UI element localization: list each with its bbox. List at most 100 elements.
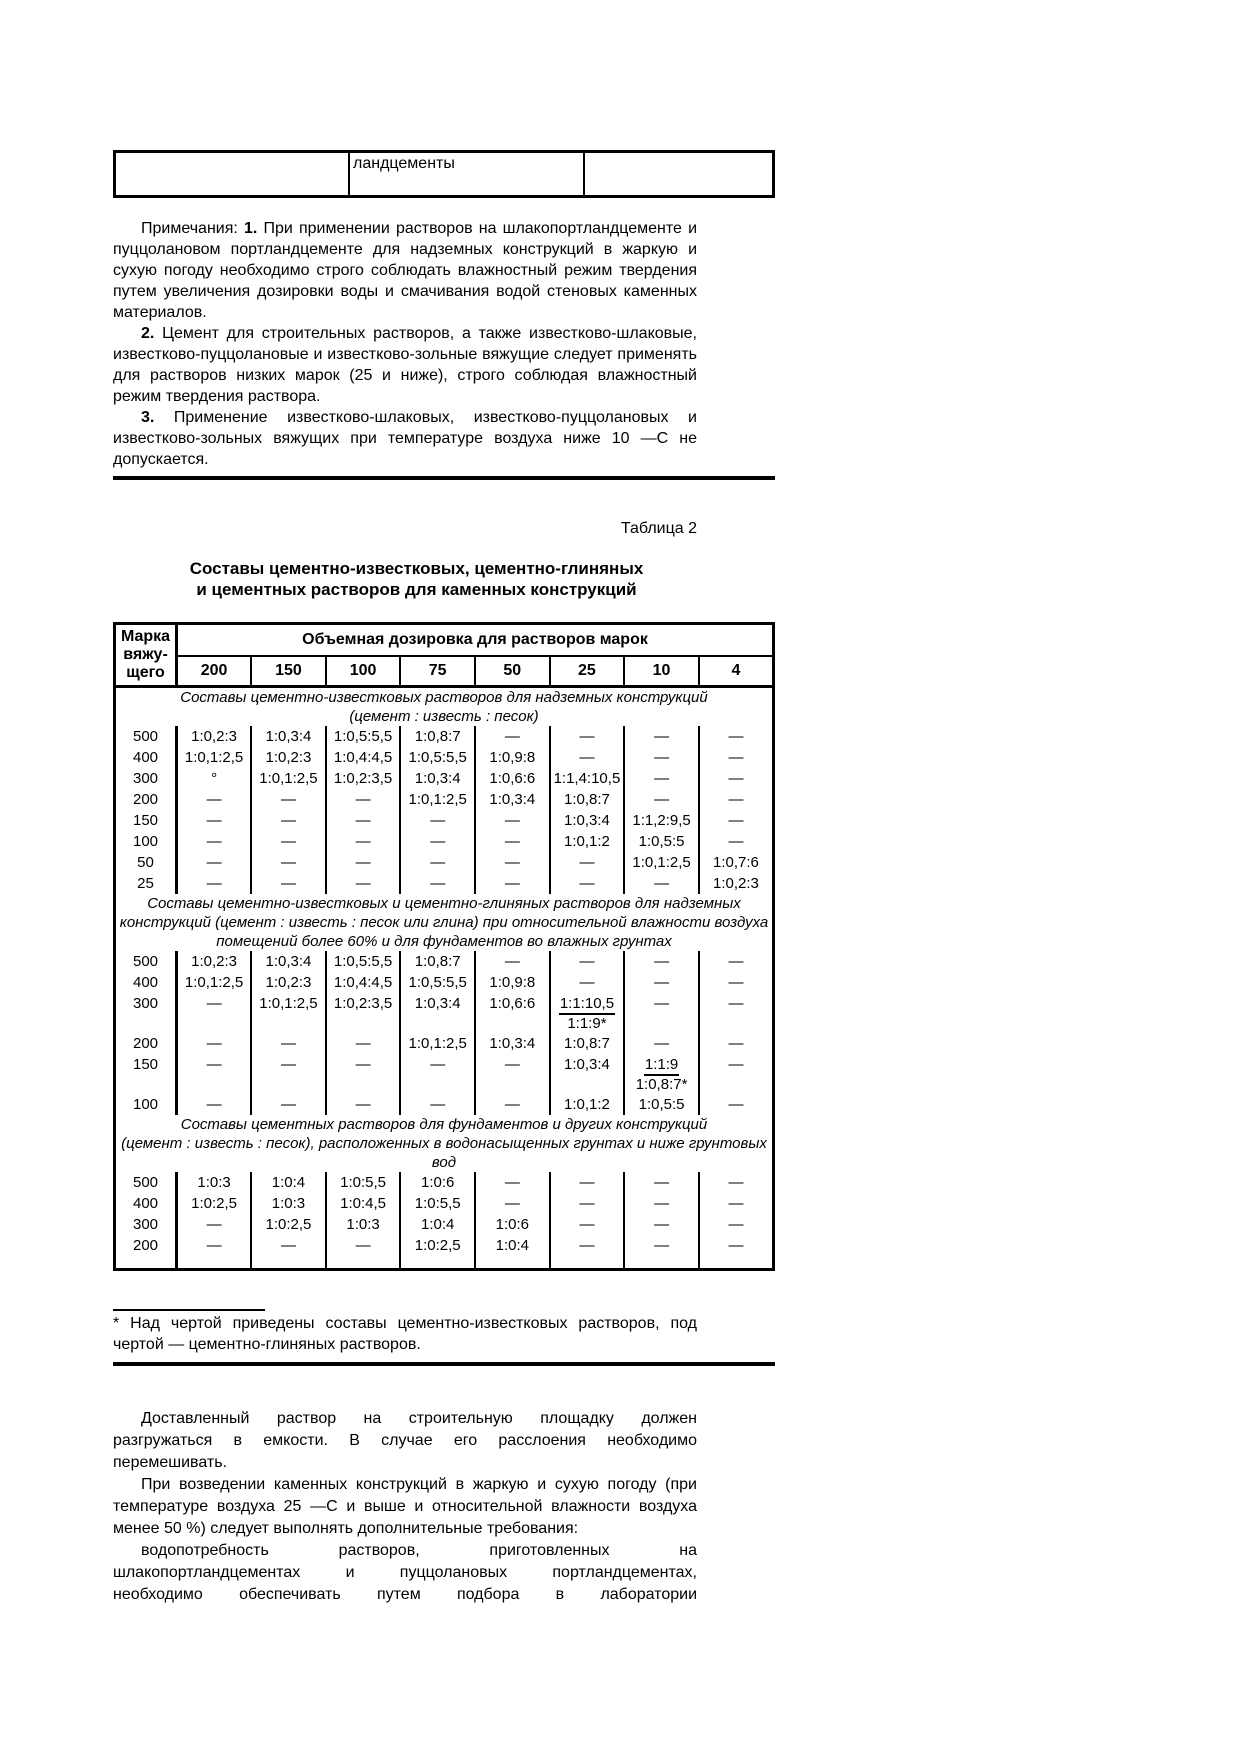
table-row: 500 1:0,2:3 1:0,3:4 1:0,5:5,5 1:0,8:7— — — — bbox=[114, 951, 774, 972]
dosage-cell: 1:0,2:3 bbox=[250, 972, 326, 993]
dosage-cell: — bbox=[697, 972, 774, 993]
bottom-paragraphs: Доставленный раствор на строительную пло… bbox=[113, 1408, 697, 1606]
dosage-cell: 1:0:3 bbox=[175, 1172, 252, 1193]
dosage-cell: — bbox=[399, 1094, 475, 1115]
dosage-cell: — bbox=[548, 1193, 625, 1214]
grade-col-header-100: 100 bbox=[324, 656, 401, 687]
dosage-cell: — bbox=[250, 873, 326, 894]
note-number: 3. bbox=[141, 409, 155, 426]
dosage-cell: — bbox=[697, 1033, 774, 1054]
dosage-cell: 1:0,1:2,5 bbox=[175, 972, 252, 993]
dosage-cell: 1:0,1:2 bbox=[548, 1094, 625, 1115]
dosage-cell: — bbox=[474, 951, 550, 972]
paragraph-line: шлакопортландцементах и пуццолановых пор… bbox=[113, 1564, 697, 1581]
dosage-cell: 1:0,8:7 bbox=[399, 951, 475, 972]
dosage-cell: 1:0,4:4,5 bbox=[324, 747, 401, 768]
dosage-cell: — bbox=[623, 1172, 699, 1193]
dosage-cell: 1:1,2:9,5 bbox=[623, 810, 699, 831]
dosage-cell: — bbox=[548, 726, 625, 747]
binder-grade-cell: 100 bbox=[114, 1094, 178, 1115]
grades-row: 200 150 100 75 50 25 10 4 bbox=[115, 656, 774, 687]
dosage-cell: — bbox=[474, 810, 550, 831]
paragraph-line: Доставленный раствор на строительную пло… bbox=[141, 1410, 697, 1427]
notes-label: Примечания: bbox=[141, 220, 238, 237]
dosage-cell: — bbox=[324, 831, 401, 852]
dosage-above-line: 1:1:10,5 bbox=[558, 995, 616, 1015]
section-caption-line: (цемент : известь : песок), расположенны… bbox=[121, 1135, 767, 1171]
dosage-cell: 1:0,9:8 bbox=[474, 972, 550, 993]
note-paragraph-1: Примечания: 1. При применении растворов … bbox=[113, 218, 697, 323]
dosage-cell: 1:0,2:3 bbox=[250, 747, 326, 768]
dosage-cell: 1:0,6:6 bbox=[474, 768, 550, 789]
dosage-cell: 1:1,4:10,5 bbox=[548, 768, 625, 789]
dosage-cell: 1:0:4 bbox=[399, 1214, 475, 1235]
dosage-cell: — bbox=[623, 951, 699, 972]
dosage-cell: — bbox=[175, 1235, 252, 1270]
section-divider-rule bbox=[113, 476, 775, 480]
dosage-cell: — bbox=[623, 1235, 699, 1270]
dosage-cell: — bbox=[324, 810, 401, 831]
binder-grade-cell: 300 bbox=[114, 768, 178, 789]
paragraph: водопотребность растворов, приготовленны… bbox=[113, 1540, 697, 1606]
grade-col-header-50: 50 bbox=[474, 656, 550, 687]
note-number: 1. bbox=[243, 220, 258, 237]
dosage-span-header: Объемная дозировка для растворов марок bbox=[176, 623, 774, 657]
dosage-cell: 1:0,1:2,5 bbox=[175, 747, 252, 768]
dosage-cell: — bbox=[324, 1033, 401, 1054]
dosage-cell: 1:0,1:2 bbox=[548, 831, 625, 852]
dosage-cell: — bbox=[250, 1094, 326, 1115]
dosage-cell: 1:0:3 bbox=[250, 1193, 326, 1214]
binder-grade-cell: 400 bbox=[114, 1193, 178, 1214]
dosage-cell: 1:0,2:3,5 bbox=[324, 768, 401, 789]
binder-grade-cell: 150 bbox=[114, 810, 178, 831]
table-row: 500 1:0:3 1:0:4 1:0:5,5 1:0:6— — — — bbox=[114, 1172, 774, 1193]
section-caption: Составы цементных растворов для фундамен… bbox=[115, 1115, 774, 1172]
dosage-cell: — bbox=[548, 1172, 625, 1193]
dosage-below-line: 1:1:9* bbox=[567, 1015, 607, 1032]
dosage-cell: 1:0:3 bbox=[324, 1214, 401, 1235]
dosage-cell: — bbox=[623, 1033, 699, 1054]
dosage-cell: 1:0,2:3 bbox=[175, 726, 252, 747]
dosage-cell: 1:0,3:4 bbox=[399, 768, 475, 789]
dosage-cell: 1:0,6:6 bbox=[474, 993, 550, 1033]
dosage-cell: — bbox=[623, 747, 699, 768]
dosage-cell: 1:0,1:2,5 bbox=[250, 768, 326, 789]
dosage-cell: 1:0:2,5 bbox=[250, 1214, 326, 1235]
grade-col-header-25: 25 bbox=[548, 656, 625, 687]
dosage-cell: — bbox=[623, 1214, 699, 1235]
dosage-cell: 1:0,9:8 bbox=[474, 747, 550, 768]
dosage-cell: — bbox=[697, 951, 774, 972]
dosage-cell: 1:0,5:5 bbox=[623, 831, 699, 852]
dosage-cell: — bbox=[474, 831, 550, 852]
dosage-cell: 1:0,5:5,5 bbox=[399, 747, 475, 768]
dosage-cell: — bbox=[697, 789, 774, 810]
dosage-cell: — bbox=[399, 873, 475, 894]
dosage-cell: — bbox=[623, 789, 699, 810]
dosage-cell: — bbox=[250, 852, 326, 873]
dosage-cell: 1:0:6 bbox=[399, 1172, 475, 1193]
section-caption-row: Составы цементных растворов для фундамен… bbox=[115, 1115, 774, 1172]
note-paragraph-3: 3. Применение известково-шлаковых, извес… bbox=[113, 407, 697, 470]
paragraph-line: водопотребность растворов, приготовленны… bbox=[141, 1542, 697, 1559]
top-fragment-cell-1 bbox=[113, 150, 350, 198]
top-fragment-cell-3 bbox=[583, 150, 775, 198]
grade-col-header-150: 150 bbox=[250, 656, 326, 687]
dosage-cell: — bbox=[697, 810, 774, 831]
dosage-cell: — bbox=[474, 852, 550, 873]
dosage-cell: — bbox=[697, 1214, 774, 1235]
table-title-line-2: и цементных растворов для каменных конст… bbox=[196, 580, 637, 599]
dosage-cell: 1:0,8:7 bbox=[399, 726, 475, 747]
paragraph-line: температуре воздуха 25 —С и выше и относ… bbox=[113, 1498, 697, 1515]
dosage-cell: — bbox=[175, 1054, 252, 1094]
binder-grade-cell: 500 bbox=[114, 951, 178, 972]
dosage-cell: 1:0,5:5,5 bbox=[324, 726, 401, 747]
binder-grade-cell: 500 bbox=[114, 1172, 178, 1193]
binder-grade-header: Марка вяжу- щего bbox=[114, 623, 178, 687]
bottom-divider-rule bbox=[113, 1362, 775, 1366]
dosage-cell: 1:0,2:3 bbox=[697, 873, 774, 894]
paragraph-line: При возведении каменных конструкций в жа… bbox=[141, 1476, 697, 1493]
dosage-cell: 1:1:9 1:0,8:7* bbox=[623, 1054, 699, 1094]
table-row: 300 ° 1:0,1:2,5 1:0,2:3,5 1:0,3:4 1:0,6:6 1:1,… bbox=[114, 768, 774, 789]
dosage-cell: — bbox=[697, 993, 774, 1033]
binder-grade-cell: 200 bbox=[114, 789, 178, 810]
